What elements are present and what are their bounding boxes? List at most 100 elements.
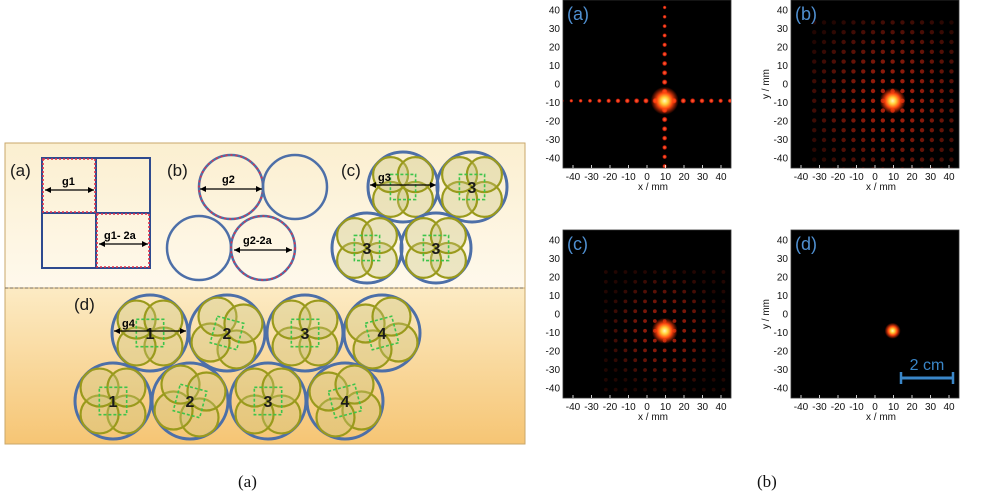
far-field-panel-b-y-tick: -20: [774, 117, 789, 128]
far-field-panel-d-x-axis-label: x / mm: [866, 412, 896, 423]
far-field-panel-c-x-tick: -20: [603, 402, 618, 413]
far-field-panel-d-x-tick: 20: [906, 402, 918, 413]
far-field-panel-b-x-tick: -30: [812, 172, 827, 183]
scale-bar-label: 2 cm: [910, 357, 945, 374]
caption-left: (a): [238, 472, 257, 492]
far-field-panel-b-y-tick: 20: [777, 43, 789, 54]
far-field-panel-c-x-tick: 20: [678, 402, 690, 413]
far-field-panel-a-y-tick: 20: [549, 43, 561, 54]
far-field-panel-d-x-tick: -40: [794, 402, 809, 413]
cluster-d-3-number: 3: [301, 326, 310, 343]
caption-right: (b): [757, 472, 777, 492]
far-field-panel-c-y-tick: -30: [546, 365, 561, 376]
gap-label-g2-2a: g2-2a: [243, 235, 273, 247]
far-field-panel-b-x-tick: 40: [943, 172, 955, 183]
far-field-panel-b-x-tick: -20: [831, 172, 846, 183]
cluster-d-1-number: 1: [146, 326, 155, 343]
far-field-panel-b-y-tick: 10: [777, 61, 789, 72]
far-field-panel-c-y-tick: 30: [549, 254, 561, 265]
far-field-panel-d-x-tick: 40: [943, 402, 955, 413]
far-field-panel-b-x-tick: 20: [906, 172, 918, 183]
far-field-panel-c-y-tick: -10: [546, 328, 561, 339]
far-field-panel-b-central-spot: [880, 88, 906, 114]
far-field-panel-a-x-axis-label: x / mm: [638, 182, 668, 193]
gap-label-g1: g1: [62, 176, 75, 188]
far-field-panel-b-x-tick: -10: [849, 172, 864, 183]
cluster-d-2: 2: [189, 295, 265, 371]
label-a: (a): [10, 161, 31, 180]
far-field-panel-c-y-tick: -20: [546, 347, 561, 358]
far-field-panel-b-y-tick: 30: [777, 24, 789, 35]
far-field-panel-c-x-tick: -30: [584, 402, 599, 413]
cluster-d-2-number: 2: [223, 326, 232, 343]
far-field-panel-c-x-tick: -10: [621, 402, 636, 413]
cluster-d-7-number: 3: [264, 394, 273, 411]
cluster-d-8-number: 4: [341, 394, 350, 411]
far-field-panel-a-y-tick: -30: [546, 135, 561, 146]
cluster-c-3: 3: [332, 213, 402, 283]
far-field-panel-a-x-tick: 20: [678, 172, 690, 183]
far-field-panel-c-x-tick: -40: [566, 402, 581, 413]
far-field-panel-c-y-tick: 10: [549, 291, 561, 302]
far-field-panel-b-x-axis-label: x / mm: [866, 182, 896, 193]
far-field-panel-d-y-tick: -40: [774, 384, 789, 395]
far-field-panel-d-x-tick: -10: [849, 402, 864, 413]
far-field-panel-a-x-tick: -10: [621, 172, 636, 183]
far-field-panel-a-x-tick: 30: [697, 172, 709, 183]
far-field-panel-c-y-tick: 0: [554, 310, 560, 321]
far-field-panel-a-central-spot: [651, 87, 679, 115]
gap-label-g1-2a: g1- 2a: [104, 230, 137, 242]
far-field-panel-b-y-tick: 0: [782, 80, 788, 91]
far-field-panel-d-y-tick: 10: [777, 291, 789, 302]
far-field-panel-a-x-tick: -30: [584, 172, 599, 183]
cluster-c-3-number: 3: [363, 241, 372, 258]
far-field-panel-c-y-tick: 40: [549, 236, 561, 247]
far-field-panel-d-y-tick: -10: [774, 328, 789, 339]
far-field-panel-d-central-spot: [885, 323, 901, 339]
far-field-panel-b-x-tick: -40: [794, 172, 809, 183]
far-field-panel-d-y-tick: 40: [777, 236, 789, 247]
far-field-panel-a-y-tick: -20: [546, 117, 561, 128]
far-field-panel-a-x-tick: -40: [566, 172, 581, 183]
far-field-panel-c-central-spot: [652, 318, 678, 344]
cluster-d-5-number: 1: [109, 394, 118, 411]
gap-label-g2: g2: [222, 174, 235, 186]
cluster-c-2-number: 3: [468, 180, 477, 197]
cluster-d-5: 1: [75, 363, 151, 439]
label-d: (d): [74, 295, 95, 314]
far-field-panel-c-x-tick: 40: [715, 402, 727, 413]
cluster-d-1: 1g4: [112, 295, 188, 371]
cluster-d-8: 4: [307, 363, 383, 439]
far-field-panel-a-x-tick: 40: [715, 172, 727, 183]
far-field-panel-c-label: (c): [567, 234, 588, 254]
left-diagram: (a) (b) (c) (d) g1 g1- 2a: [0, 0, 530, 497]
cluster-c-1: g3: [368, 152, 438, 222]
far-field-panel-d-x-tick: -20: [831, 402, 846, 413]
far-field-panel-d-y-tick: -30: [774, 365, 789, 376]
cluster-d-6-number: 2: [186, 394, 195, 411]
far-field-panel-a-y-tick: 40: [549, 6, 561, 17]
far-field-panel-a-y-tick: 0: [554, 80, 560, 91]
far-field-panel-b-y-tick: -30: [774, 135, 789, 146]
cluster-d-4: 4: [344, 295, 420, 371]
far-field-panel-b-label: (b): [795, 4, 817, 24]
far-field-panel-b-y-tick: -10: [774, 98, 789, 109]
far-field-panel-a-y-tick: 30: [549, 24, 561, 35]
cluster-d-7: 3: [230, 363, 306, 439]
label-b: (b): [167, 161, 188, 180]
far-field-panel-d-x-tick: -30: [812, 402, 827, 413]
far-field-panel-a-label: (a): [567, 4, 589, 24]
far-field-panel-a-y-tick: -10: [546, 98, 561, 109]
cluster-d-3: 3: [267, 295, 343, 371]
far-field-panel-d-y-tick: 0: [782, 310, 788, 321]
far-field-panel-c-y-tick: 20: [549, 273, 561, 284]
far-field-panel-d-y-tick: 30: [777, 254, 789, 265]
far-field-panel-c-y-tick: -40: [546, 384, 561, 395]
far-field-panel-a-x-tick: -20: [603, 172, 618, 183]
far-field-panel-c-x-tick: 30: [697, 402, 709, 413]
far-field-panel-b-x-tick: 30: [925, 172, 937, 183]
